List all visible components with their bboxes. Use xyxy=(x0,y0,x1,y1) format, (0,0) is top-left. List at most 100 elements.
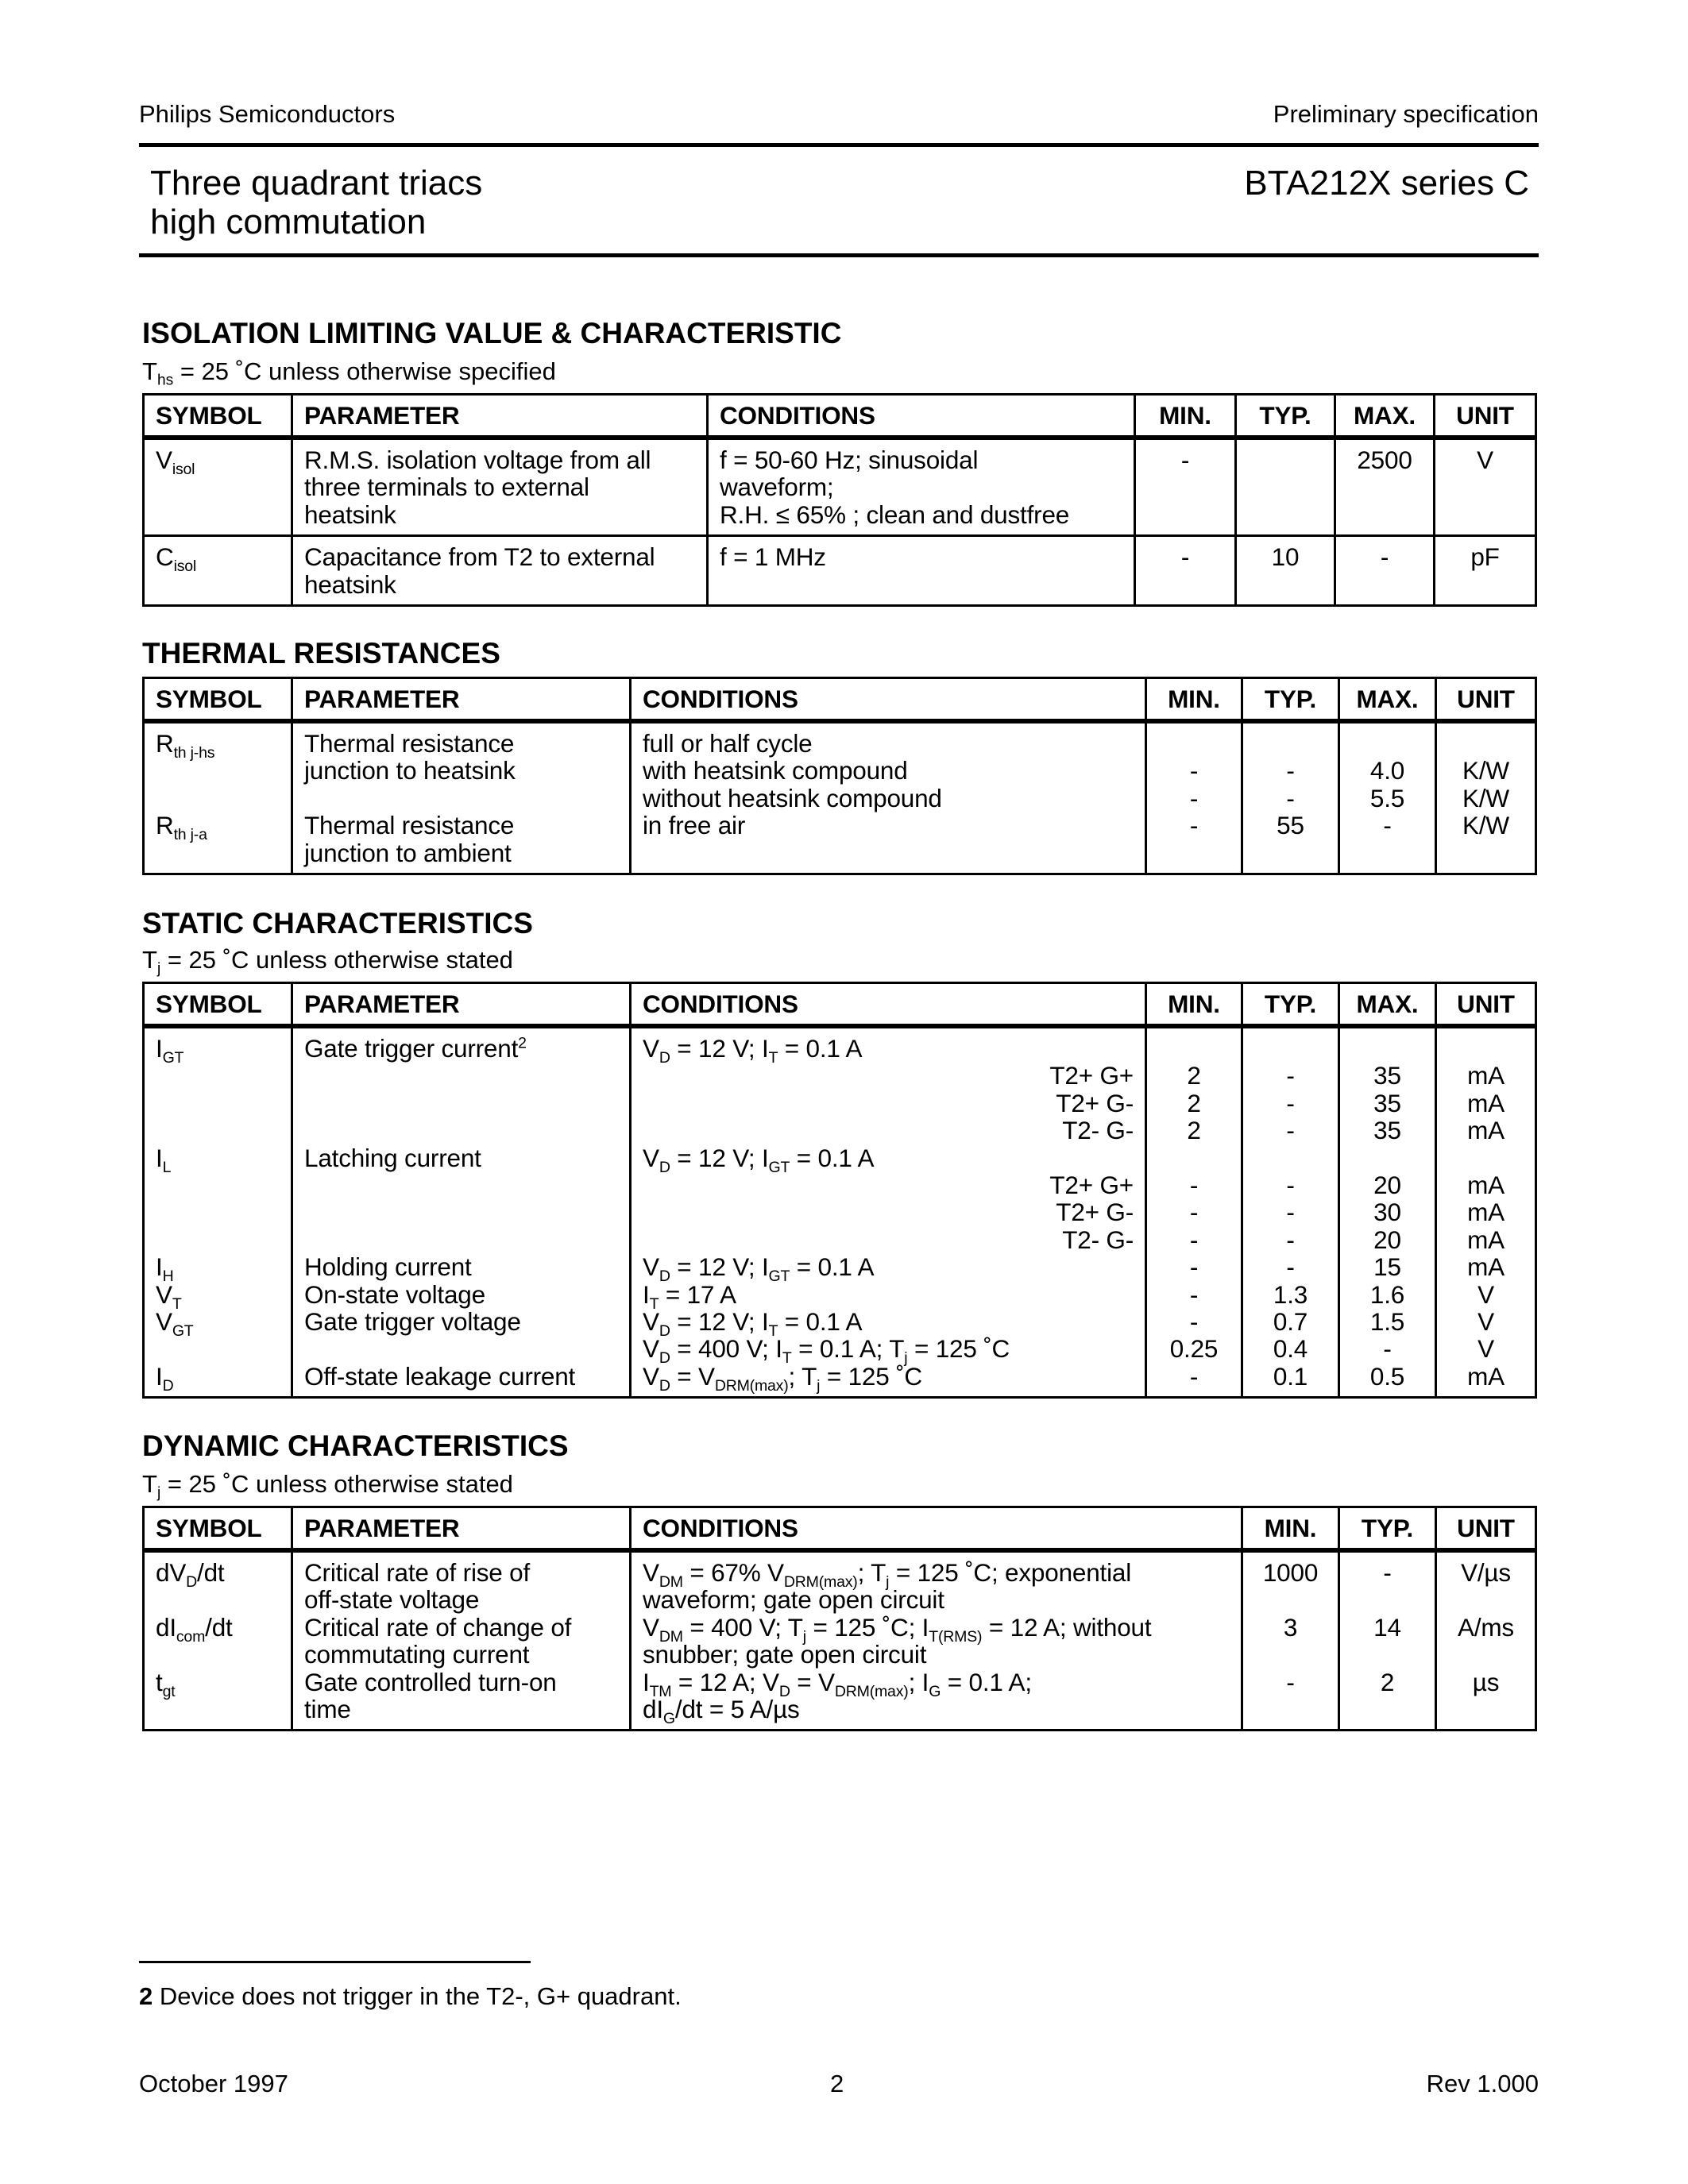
column-header: UNIT xyxy=(1435,982,1536,1028)
column-header: CONDITIONS xyxy=(706,394,1135,440)
parameter-value: Gate controlled turn-on xyxy=(304,1667,557,1696)
min-value xyxy=(1158,1035,1230,1062)
typ-value xyxy=(1351,1641,1423,1668)
header-row: SYMBOL PARAMETER CONDITIONS MIN. TYP. MAX. UNI… xyxy=(142,394,1536,440)
column-header: SYMBOL xyxy=(142,394,292,440)
conditions-value: IT = 17 A xyxy=(643,1279,736,1313)
parameter-cell: Thermal resistance junction to heatsink Th… xyxy=(291,720,631,874)
footnote-rule xyxy=(139,1961,531,1963)
min-cell: 2 2 2- - - - - -0.25- xyxy=(1145,1024,1242,1398)
symbol-value xyxy=(156,1117,280,1144)
section-title: STATIC CHARACTERISTICS xyxy=(142,907,533,940)
max-value: 1.6 xyxy=(1369,1279,1405,1309)
document-title-line1: Three quadrant triacs xyxy=(150,164,483,203)
symbol-value xyxy=(156,1586,280,1613)
symbol-value xyxy=(156,1171,280,1198)
subscript: com xyxy=(176,1627,206,1646)
min-value xyxy=(1254,1696,1327,1723)
unit-value: mA xyxy=(1467,1116,1505,1145)
typ-value: - xyxy=(1383,1558,1392,1587)
min-value xyxy=(1158,1144,1230,1171)
subscript: th j-hs xyxy=(173,743,215,762)
column-header: MAX. xyxy=(1338,677,1436,723)
max-cell: 4.0 5.5- xyxy=(1338,720,1436,874)
footer-date: October 1997 xyxy=(139,2070,288,2097)
conditions-value: f = 1 MHz xyxy=(720,542,826,572)
table-row: Visol R.M.S. isolation voltage from all th… xyxy=(142,436,1536,536)
typ-value xyxy=(1254,1035,1327,1062)
parameter-value xyxy=(304,1090,618,1117)
subscript: T xyxy=(782,1349,792,1368)
symbol-value: Rth j-hs xyxy=(156,729,215,762)
conditions-value: waveform; gate open circuit xyxy=(643,1585,944,1615)
subscript: D xyxy=(659,1158,670,1176)
typ-value: 2 xyxy=(1380,1667,1395,1696)
spec-table: SYMBOL PARAMETER CONDITIONS MIN. TYP. MAX. UNI… xyxy=(142,393,1537,607)
typ-value: 14 xyxy=(1373,1612,1401,1642)
unit-value: K/W xyxy=(1462,756,1509,785)
typ-value: - xyxy=(1286,1170,1295,1199)
max-value: 35 xyxy=(1373,1116,1401,1145)
column-header: UNIT xyxy=(1433,394,1536,440)
subscript: gt xyxy=(162,1682,176,1700)
header-row: SYMBOL PARAMETER CONDITIONS MIN. TYP. MAX. UNI… xyxy=(142,677,1536,723)
column-header: CONDITIONS xyxy=(629,982,1146,1028)
subscript: j xyxy=(156,960,161,978)
subscript: DM xyxy=(659,1572,683,1591)
typ-value: 55 xyxy=(1277,811,1304,840)
typ-value: - xyxy=(1286,1116,1295,1145)
parameter-value: junction to heatsink xyxy=(304,756,516,785)
parameter-value xyxy=(304,1226,618,1253)
subscript: D xyxy=(162,1376,174,1395)
parameter-value: Thermal resistance xyxy=(304,729,515,758)
subscript: T xyxy=(172,1295,182,1313)
subscript: DM xyxy=(659,1627,683,1646)
footnote: 2 Device does not trigger in the T2-, G+… xyxy=(139,1982,682,2011)
section-title: ISOLATION LIMITING VALUE & CHARACTERISTI… xyxy=(142,317,842,349)
unit-value: mA xyxy=(1467,1088,1505,1117)
min-value: 0.25 xyxy=(1169,1334,1219,1364)
subscript: DRM(max) xyxy=(834,1682,909,1700)
conditions-value: VD = 400 V; IT = 0.1 A; Tj = 125 ˚C xyxy=(643,1334,1010,1368)
column-header: SYMBOL xyxy=(142,982,292,1028)
subscript: T(RMS) xyxy=(929,1627,983,1646)
subscript: D xyxy=(659,1376,670,1395)
subscript: D xyxy=(186,1572,198,1591)
unit-value: V xyxy=(1477,1334,1494,1364)
conditions-value: VD = 12 V; IGT = 0.1 A xyxy=(643,1143,875,1176)
document-type: Preliminary specification xyxy=(1273,100,1539,128)
max-value xyxy=(1351,1144,1423,1171)
column-header: MIN. xyxy=(1145,677,1242,723)
header-row: SYMBOL PARAMETER CONDITIONS MIN. TYP. MAX. UNI… xyxy=(142,982,1536,1028)
symbol-value: dVD/dt xyxy=(156,1558,225,1591)
min-value: - xyxy=(1189,1225,1199,1254)
symbol-value xyxy=(156,1198,280,1225)
column-header: MIN. xyxy=(1134,394,1236,440)
parameter-cell: Gate trigger current2 Latching current Hol… xyxy=(291,1024,631,1398)
unit-value xyxy=(1448,1696,1524,1723)
spec-table: SYMBOL PARAMETER CONDITIONS MIN. TYP. MAX. UNI… xyxy=(142,982,1537,1399)
typ-value xyxy=(1351,1696,1423,1723)
conditions-value: in free air xyxy=(643,811,746,840)
title-rule xyxy=(139,253,1539,257)
subscript: G xyxy=(929,1682,941,1700)
part-number: BTA212X series C xyxy=(1244,164,1529,203)
subscript: isol xyxy=(173,558,197,575)
symbol-value: IGT xyxy=(156,1034,184,1067)
typ-value: 0.4 xyxy=(1273,1334,1308,1364)
section-note: Ths = 25 ˚C unless otherwise specified xyxy=(142,357,556,389)
min-value: 2 xyxy=(1187,1116,1201,1145)
typ-cell: 10 xyxy=(1234,534,1335,606)
conditions-value: full or half cycle xyxy=(643,729,813,758)
parameter-value: Capacitance from T2 to external xyxy=(304,542,655,572)
unit-value: mA xyxy=(1467,1225,1505,1254)
max-value: - xyxy=(1383,1334,1392,1364)
parameter-value: Critical rate of rise of xyxy=(304,1558,531,1587)
parameter-value: heatsink xyxy=(304,500,396,529)
typ-value: - xyxy=(1286,1252,1295,1282)
conditions-value: without heatsink compound xyxy=(643,783,942,812)
unit-cell: K/W K/W K/W xyxy=(1435,720,1536,874)
typ-cell: - 14 2 xyxy=(1338,1549,1436,1731)
parameter-cell: Critical rate of rise of off-state voltag… xyxy=(291,1549,631,1731)
symbol-value: IH xyxy=(156,1252,174,1285)
